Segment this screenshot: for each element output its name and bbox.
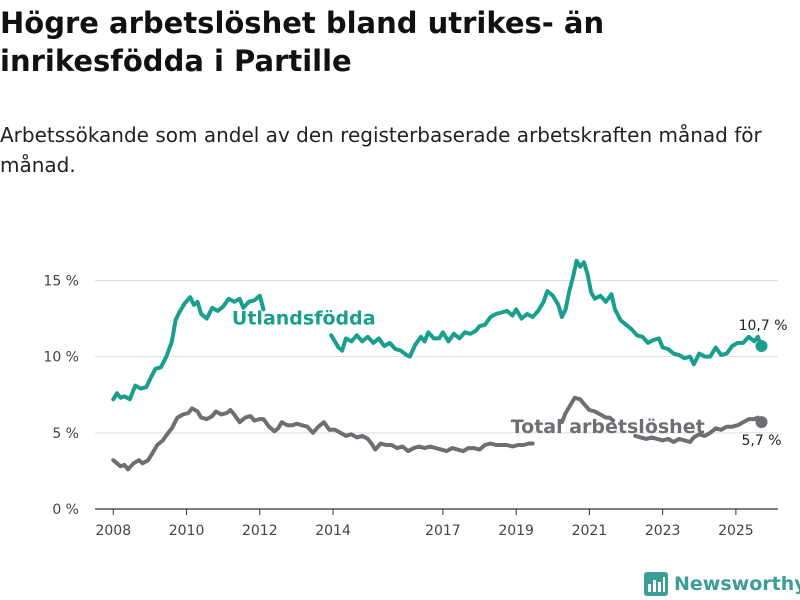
x-tick-label: 2010 (169, 523, 205, 539)
chart-subtitle: Arbetssökande som andel av den registerb… (0, 123, 762, 177)
x-tick-label: 2017 (425, 523, 461, 539)
axes: 0 % 5 % 10 % 15 % 2008 2010 2012 2014 2017 2019 20… (43, 273, 778, 539)
series-annotation: Total arbetslöshet (511, 416, 705, 438)
bar-chart-logo-icon (644, 572, 668, 596)
series-line-utlandsfdda (329, 258, 764, 367)
y-tick-label: 10 % (43, 350, 79, 366)
chart-labels: 10,7 % 5,7 % Utlandsfödda Total arbetslöshe… (232, 308, 788, 450)
y-tick-label: 5 % (52, 426, 79, 442)
chart-title: Högre arbetslöshet bland utrikes- än inr… (0, 6, 605, 78)
end-point-utlandsfdda (755, 339, 768, 352)
end-value-label-utlandsfodda: 10,7 % (739, 318, 788, 334)
series-line-total-arbetslshet (111, 406, 535, 472)
series-line-utlandsfdda (111, 293, 266, 402)
gridlines (95, 279, 778, 434)
x-tick-label: 2023 (645, 523, 681, 539)
brand-name: Newsworthy (674, 573, 800, 595)
end-point-total-arbetslshet (755, 416, 768, 429)
x-tick-label: 2019 (498, 523, 534, 539)
series-annotation: Utlandsfödda (232, 308, 376, 330)
y-tick-label: 0 % (52, 502, 79, 518)
x-tick-label: 2012 (242, 523, 278, 539)
series-line-total-arbetslshet (633, 415, 764, 444)
x-tick-label: 2021 (572, 523, 608, 539)
x-tick-label: 2025 (718, 523, 754, 539)
end-value-label-total: 5,7 % (741, 433, 781, 449)
brand-logo: Newsworthy (644, 570, 800, 598)
y-tick-label: 15 % (43, 273, 79, 289)
x-tick-label: 2014 (315, 523, 351, 539)
x-tick-label: 2008 (95, 523, 131, 539)
series-line-total-arbetslshet (559, 395, 616, 425)
series-lines (111, 258, 768, 472)
